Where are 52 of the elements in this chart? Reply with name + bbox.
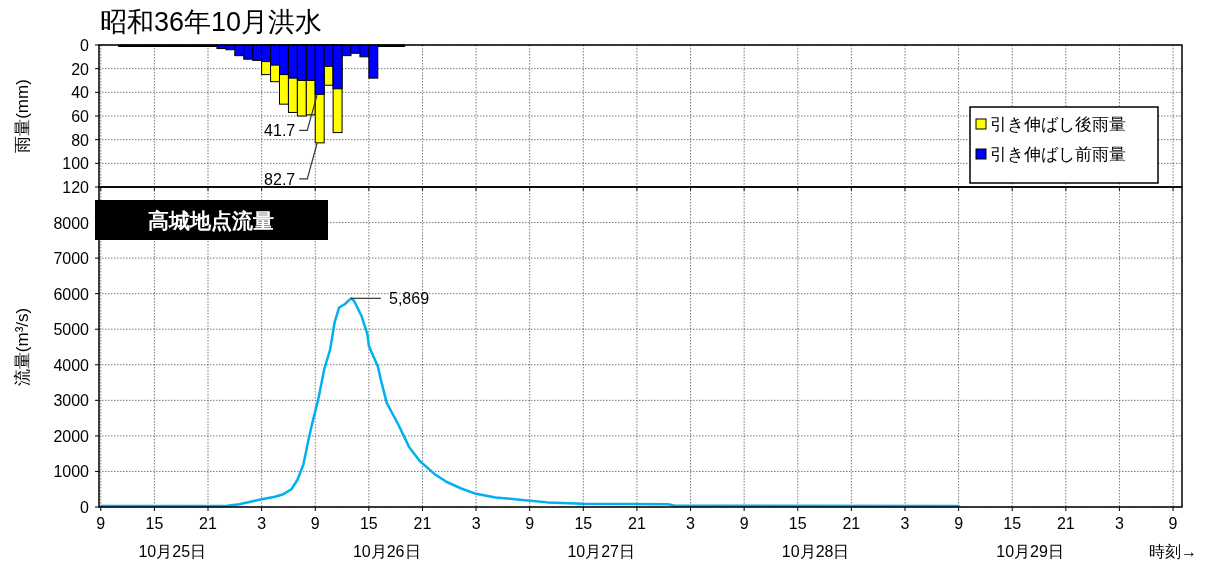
data-label: 41.7 — [264, 122, 296, 140]
data-label: 82.7 — [264, 170, 296, 188]
x-tick-label: 21 — [628, 515, 646, 532]
x-tick-label: 3 — [1115, 515, 1124, 532]
y-tick-label: 6000 — [53, 285, 90, 303]
text: 高城地点流量 — [148, 209, 274, 233]
text: 時刻→ — [1149, 543, 1197, 560]
y-tick-label: 80 — [71, 131, 90, 149]
x-tick-label: 15 — [359, 515, 378, 532]
x-tick-label: 3 — [686, 515, 696, 532]
x-tick-label: 21 — [199, 515, 218, 532]
text: 10月27日 — [567, 543, 635, 560]
y-tick-label: 5000 — [53, 321, 90, 339]
x-tick-label: 15 — [145, 515, 164, 532]
x-tick-label: 15 — [1003, 515, 1022, 532]
text: 10月28日 — [781, 543, 850, 560]
x-tick-label: 9 — [310, 515, 320, 532]
y-tick-label: 60 — [71, 108, 90, 125]
x-tick-label: 3 — [471, 515, 481, 532]
x-tick-label: 9 — [954, 515, 964, 532]
y-tick-label: 100 — [62, 155, 90, 173]
x-tick-label: 9 — [739, 515, 749, 532]
x-tick-label: 21 — [842, 515, 861, 532]
x-tick-label: 9 — [525, 515, 535, 532]
x-tick-label: 9 — [1168, 515, 1178, 532]
y-tick-label: 7000 — [53, 250, 90, 268]
text: 10月26日 — [352, 543, 421, 560]
y-tick-label: 8000 — [53, 214, 90, 232]
x-tick-label: 15 — [788, 515, 807, 532]
legend-label: 引き伸ばし前雨量 — [990, 145, 1126, 164]
y-tick-label: 3000 — [53, 392, 90, 410]
y-axis-title: 流量(m³/s) — [13, 307, 32, 387]
x-tick-label: 21 — [1056, 515, 1075, 532]
x-tick-label: 15 — [574, 515, 593, 532]
text: 10月25日 — [138, 543, 207, 560]
y-tick-label: 2000 — [53, 427, 90, 445]
x-tick-label: 21 — [413, 515, 432, 532]
y-tick-label: 20 — [71, 60, 90, 78]
text: 10月29日 — [996, 543, 1064, 560]
data-label: 5,869 — [388, 290, 430, 308]
y-tick-label: 0 — [80, 37, 90, 54]
y-tick-label: 4000 — [53, 356, 90, 374]
legend-label: 引き伸ばし後雨量 — [990, 115, 1126, 134]
y-tick-label: 0 — [80, 499, 90, 516]
y-tick-label: 120 — [62, 179, 90, 196]
chart-title: 昭和36年10月洪水 — [100, 7, 323, 37]
y-axis-title: 雨量(mm) — [13, 79, 32, 153]
y-tick-label: 40 — [71, 84, 90, 102]
x-tick-label: 3 — [900, 515, 910, 532]
x-tick-label: 9 — [96, 515, 106, 532]
x-tick-label: 3 — [257, 515, 267, 532]
y-tick-label: 1000 — [53, 463, 90, 481]
